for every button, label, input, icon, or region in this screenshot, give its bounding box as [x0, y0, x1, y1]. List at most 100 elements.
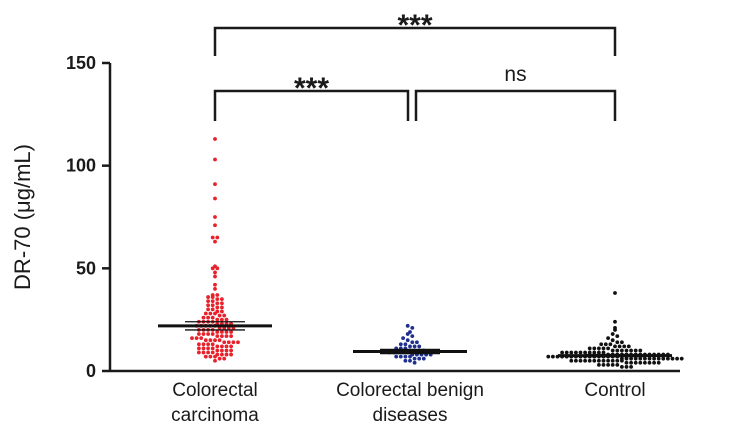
data-point — [615, 340, 620, 345]
data-point — [417, 356, 422, 361]
data-point — [206, 307, 211, 312]
data-point — [620, 358, 624, 363]
data-point — [587, 346, 592, 351]
data-point — [597, 346, 601, 351]
data-point — [624, 348, 629, 353]
data-point — [220, 330, 224, 334]
data-point — [597, 358, 601, 363]
data-point — [206, 315, 211, 320]
data-point — [679, 356, 684, 361]
data-point — [215, 344, 220, 349]
significance-label: *** — [397, 9, 432, 42]
data-point — [213, 282, 217, 287]
data-point — [220, 352, 224, 357]
data-point — [197, 342, 201, 347]
data-point — [599, 342, 604, 347]
data-point — [624, 364, 629, 369]
data-point — [615, 358, 620, 363]
data-point — [229, 348, 234, 353]
data-point — [213, 157, 217, 162]
data-point — [194, 336, 199, 341]
data-point — [229, 330, 234, 334]
data-point — [215, 293, 220, 297]
data-point — [197, 332, 201, 336]
data-point — [213, 338, 217, 343]
data-point — [408, 344, 412, 349]
data-point — [606, 358, 610, 363]
data-point — [629, 364, 633, 369]
data-point — [610, 332, 615, 336]
data-point — [222, 356, 227, 361]
data-point — [601, 346, 606, 351]
data-point — [206, 346, 211, 351]
data-point — [638, 348, 643, 353]
data-point — [213, 311, 217, 316]
data-point — [217, 338, 222, 343]
data-point — [638, 356, 643, 361]
data-point — [226, 340, 231, 345]
data-point — [217, 356, 222, 361]
data-point — [213, 286, 217, 291]
data-point — [629, 348, 633, 353]
y-axis-label: DR-70 (μg/mL) — [10, 144, 35, 290]
data-point — [206, 295, 211, 299]
data-point — [405, 323, 410, 328]
data-point — [224, 334, 229, 338]
data-point — [201, 332, 206, 336]
data-point — [643, 356, 647, 361]
data-point — [224, 348, 229, 353]
data-point — [398, 342, 403, 347]
data-point — [560, 350, 564, 355]
data-point — [213, 358, 217, 363]
data-point — [610, 362, 615, 367]
data-point — [613, 319, 617, 324]
data-point — [220, 317, 224, 322]
data-point — [421, 356, 426, 361]
data-point — [213, 215, 217, 219]
data-point — [398, 354, 403, 359]
data-point — [578, 358, 583, 363]
data-point — [210, 235, 215, 240]
data-point — [624, 356, 629, 361]
category-label-layer: Colorectal carcinoma Colorectal benign dise… — [171, 380, 645, 426]
data-point — [546, 354, 551, 359]
data-point — [610, 348, 615, 353]
data-point — [410, 340, 415, 345]
data-point — [597, 350, 601, 355]
category-label: Control — [584, 380, 645, 401]
data-point — [190, 336, 194, 341]
data-point — [208, 311, 213, 316]
data-point — [206, 350, 211, 355]
y-tick-label: 50 — [76, 258, 96, 278]
data-point — [206, 299, 211, 304]
data-point — [203, 311, 208, 316]
data-point — [220, 305, 224, 310]
data-point — [620, 340, 624, 345]
data-point — [210, 350, 215, 355]
data-point — [210, 332, 215, 336]
data-point — [213, 270, 217, 275]
data-point — [208, 354, 213, 359]
data-point — [213, 223, 217, 228]
data-point — [210, 303, 215, 308]
data-point — [224, 352, 229, 357]
data-point — [587, 358, 592, 363]
data-point — [203, 354, 208, 359]
data-point — [615, 348, 620, 353]
data-point — [215, 317, 220, 322]
data-point — [652, 360, 656, 365]
data-point — [410, 334, 415, 338]
data-point — [617, 344, 622, 349]
data-point — [613, 328, 617, 332]
data-point — [629, 356, 633, 361]
y-tick-label: 0 — [86, 361, 96, 381]
data-point — [220, 309, 224, 314]
data-point — [220, 297, 224, 302]
data-point — [206, 342, 211, 347]
data-point — [675, 356, 679, 361]
data-point — [215, 348, 220, 353]
data-point — [647, 356, 652, 361]
data-point — [601, 362, 606, 367]
data-point — [199, 336, 204, 341]
